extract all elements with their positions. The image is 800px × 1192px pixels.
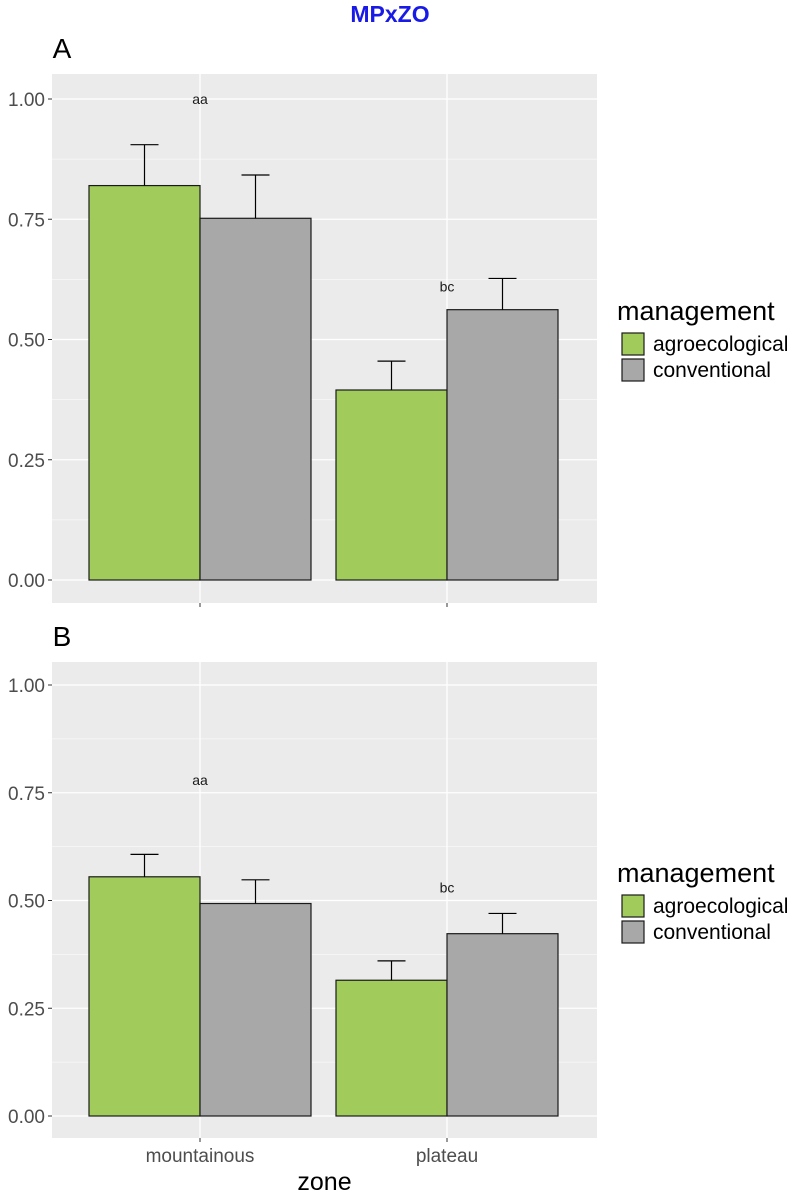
y-tick-label: 1.00 <box>8 676 45 697</box>
x-axis-title: zone <box>297 1168 351 1192</box>
bar-conventional-plateau <box>446 933 559 1117</box>
x-tick-label: mountainous <box>146 1146 255 1167</box>
bar-conventional-mountainous <box>199 217 312 581</box>
bar-agroecological-plateau <box>335 389 448 581</box>
panel-label: A <box>53 33 72 64</box>
legend-title: management <box>617 296 775 326</box>
significance-label: bc <box>440 880 455 896</box>
chart-panels: A 0.00 0.25 0.50 0.75 1.00 aa bc management agroe… <box>8 33 788 1192</box>
chart-title: MPxZO <box>350 1 429 27</box>
bar-conventional-plateau <box>446 309 559 581</box>
y-tick-label: 0.00 <box>8 1107 45 1128</box>
bar-conventional-mountainous <box>199 902 312 1117</box>
y-tick-label: 0.50 <box>8 892 45 913</box>
legend-key-conventional <box>621 920 645 944</box>
bar-agroecological-mountainous <box>88 876 201 1117</box>
panel-a: A 0.00 0.25 0.50 0.75 1.00 aa bc management agroe… <box>8 33 788 607</box>
legend-key-agroecological <box>621 894 645 918</box>
y-tick-label: 0.75 <box>8 784 45 805</box>
panel-label: B <box>53 621 72 652</box>
y-tick-label: 0.50 <box>8 331 45 352</box>
significance-label: aa <box>192 772 208 788</box>
panel-b: B 0.00 0.25 0.50 0.75 1.00 aa bc mountainous plat… <box>8 621 788 1192</box>
bar-agroecological-plateau <box>335 979 448 1117</box>
y-tick-label: 0.25 <box>8 451 45 472</box>
x-tick-label: plateau <box>416 1146 478 1167</box>
bar-agroecological-mountainous <box>88 184 201 581</box>
y-tick-label: 1.00 <box>8 90 45 111</box>
y-tick-label: 0.00 <box>8 571 45 592</box>
y-tick-label: 0.75 <box>8 210 45 231</box>
legend-key-agroecological <box>621 332 645 356</box>
legend-key-conventional <box>621 358 645 382</box>
significance-label: bc <box>440 279 455 295</box>
legend: management agroecological conventional <box>617 296 788 382</box>
y-tick-label: 0.25 <box>8 999 45 1020</box>
legend-label-conventional: conventional <box>653 921 771 944</box>
legend-label-agroecological: agroecological <box>653 333 788 356</box>
significance-label: aa <box>192 91 208 107</box>
legend: management agroecological conventional <box>617 858 788 944</box>
legend-label-agroecological: agroecological <box>653 895 788 918</box>
legend-title: management <box>617 858 775 888</box>
legend-label-conventional: conventional <box>653 359 771 382</box>
